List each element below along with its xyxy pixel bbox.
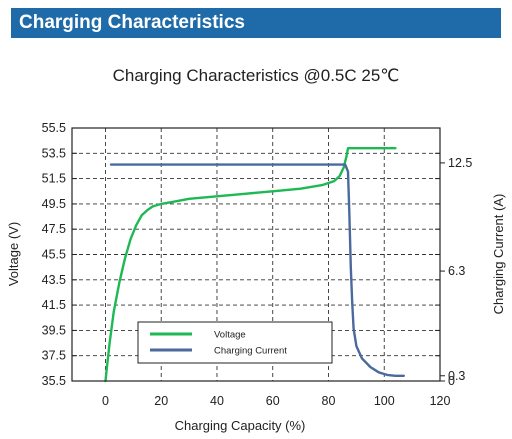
x-tick-label: 100: [374, 394, 395, 408]
legend-label: Voltage: [214, 330, 246, 341]
ticks: 35.5 37.5 39.5 41.5 43.5 45.5 47.5 49.5 51.5 53.5…: [42, 121, 473, 408]
x-tick-label: 80: [322, 394, 336, 408]
y2-axis-label: Charging Current (A): [491, 194, 506, 315]
y2-tick-label: 12.5: [448, 156, 472, 170]
y-tick-label: 51.5: [42, 172, 66, 186]
x-axis-label: Charging Capacity (%): [175, 418, 306, 433]
y-axis-label: Voltage (V): [6, 222, 21, 286]
y-tick-label: 55.5: [42, 121, 66, 135]
y-tick-label: 35.5: [42, 374, 66, 388]
x-tick-label: 0: [102, 394, 109, 408]
section-title: Charging Characteristics: [19, 12, 245, 33]
x-tick-label: 120: [430, 394, 451, 408]
series: [104, 146, 405, 383]
current-series-line: [109, 163, 405, 377]
chart-title: Charging Characteristics @0.5C 25℃: [113, 66, 400, 85]
legend-box: [137, 321, 333, 364]
y2-tick-label: 0: [448, 374, 455, 388]
y-tick-label: 37.5: [42, 349, 66, 363]
y2-tick-label: 0.3: [448, 369, 465, 383]
y-tick-label: 43.5: [42, 273, 66, 287]
section-header: Charging Characteristics: [11, 8, 501, 38]
y-tick-label: 49.5: [42, 197, 66, 211]
x-tick-label: 20: [154, 394, 168, 408]
y-tick-label: 47.5: [42, 222, 66, 236]
plot-frame: [71, 127, 441, 382]
x-tick-label: 60: [266, 394, 280, 408]
y-tick-label: 41.5: [42, 298, 66, 312]
legend-label: Charging Current: [214, 346, 287, 357]
voltage-series-line: [104, 146, 397, 383]
y-tick-label: 53.5: [42, 146, 66, 160]
y2-tick-label: 6.3: [448, 264, 465, 278]
y-tick-label: 45.5: [42, 248, 66, 262]
y-tick-label: 39.5: [42, 323, 66, 337]
legend: Voltage Charging Current: [137, 321, 333, 364]
x-tick-label: 40: [210, 394, 224, 408]
